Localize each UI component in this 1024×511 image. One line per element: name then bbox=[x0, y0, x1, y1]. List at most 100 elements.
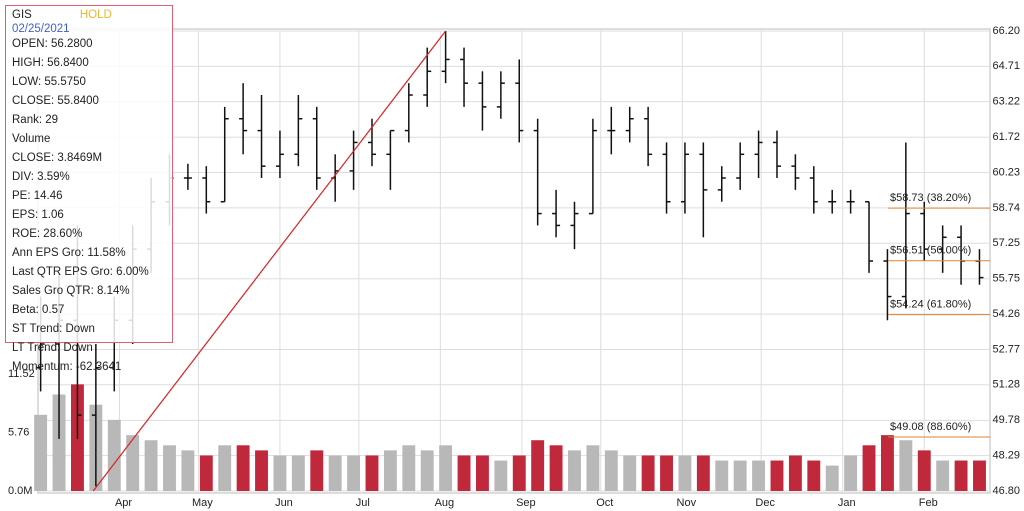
volume-bar bbox=[954, 460, 968, 491]
volume-bar bbox=[107, 419, 121, 491]
y-tick-label: 60.23 bbox=[992, 166, 1020, 178]
volume-bar bbox=[899, 440, 913, 491]
volume-bar bbox=[531, 440, 545, 491]
panel-line: Rank: 29 bbox=[12, 114, 59, 126]
y-tick-label: 52.77 bbox=[992, 343, 1020, 355]
volume-bar bbox=[623, 455, 637, 491]
volume-bar bbox=[236, 445, 250, 491]
volume-bar bbox=[273, 455, 287, 491]
volume-bar bbox=[880, 435, 894, 491]
y-tick-label: 64.71 bbox=[992, 60, 1020, 72]
panel-line: CLOSE: 3.8469M bbox=[12, 152, 103, 164]
panel-line: HIGH: 56.8400 bbox=[12, 57, 89, 69]
volume-bar bbox=[144, 440, 158, 491]
y-tick-label: 63.22 bbox=[992, 96, 1020, 108]
y-tick-label: 51.28 bbox=[992, 379, 1020, 391]
volume-bar bbox=[678, 455, 692, 491]
volume-bar bbox=[696, 455, 710, 491]
volume-bar bbox=[752, 460, 766, 491]
volume-bar bbox=[660, 455, 673, 491]
panel-line: ST Trend: Down bbox=[12, 323, 95, 335]
volume-bar bbox=[788, 455, 802, 491]
volume-bar bbox=[52, 394, 66, 491]
volume-bar bbox=[825, 465, 839, 491]
y-tick-label: 46.80 bbox=[992, 485, 1020, 497]
volume-tick-label: 5.76 bbox=[8, 426, 29, 438]
symbol: GIS bbox=[12, 9, 32, 21]
volume-bar bbox=[936, 460, 950, 491]
panel-line: Last QTR EPS Gro: 6.00% bbox=[12, 266, 149, 278]
panel-line: OPEN: 56.2800 bbox=[12, 38, 93, 50]
panel-line: Ann EPS Gro: 11.58% bbox=[12, 247, 126, 259]
volume-bar bbox=[347, 455, 361, 491]
x-tick-label: Jan bbox=[838, 497, 856, 509]
panel-line: Beta: 0.57 bbox=[12, 304, 65, 316]
y-tick-label: 58.74 bbox=[992, 202, 1020, 214]
fib-label: $56.51 (50.00%) bbox=[890, 245, 971, 257]
volume-bar bbox=[291, 455, 305, 491]
volume-bar bbox=[439, 445, 453, 491]
y-tick-label: 61.72 bbox=[992, 131, 1020, 143]
panel-line: Sales Gro QTR: 8.14% bbox=[12, 285, 130, 297]
volume-bar bbox=[457, 455, 471, 491]
volume-tick-label: 0.0M bbox=[8, 485, 32, 497]
volume-bar bbox=[402, 445, 416, 491]
volume-bar bbox=[973, 460, 986, 491]
volume-bar bbox=[770, 460, 784, 491]
y-tick-label: 66.20 bbox=[992, 25, 1020, 37]
y-tick-label: 55.75 bbox=[992, 273, 1020, 285]
fib-label: $58.73 (38.20%) bbox=[890, 192, 971, 204]
x-tick-label: Apr bbox=[115, 497, 132, 509]
y-tick-label: 48.29 bbox=[992, 450, 1020, 462]
volume-bar bbox=[641, 455, 655, 491]
volume-bar bbox=[604, 450, 618, 491]
volume-bar bbox=[862, 445, 876, 491]
panel-line: EPS: 1.06 bbox=[12, 209, 64, 221]
volume-bar bbox=[383, 450, 397, 491]
fib-label: $49.08 (88.60%) bbox=[890, 421, 971, 433]
rating: HOLD bbox=[79, 9, 112, 21]
volume-bar bbox=[715, 460, 729, 491]
y-tick-label: 49.78 bbox=[992, 414, 1020, 426]
volume-bar bbox=[199, 455, 213, 491]
x-tick-label: Dec bbox=[755, 497, 775, 509]
volume-bar bbox=[218, 445, 232, 491]
volume-bar bbox=[568, 450, 581, 491]
x-tick-label: Nov bbox=[677, 497, 697, 509]
panel-line: CLOSE: 55.8400 bbox=[12, 95, 99, 107]
x-tick-label: Jul bbox=[356, 497, 370, 509]
panel-line: LT Trend: Down bbox=[12, 342, 93, 354]
x-tick-label: Feb bbox=[919, 497, 938, 509]
volume-bar bbox=[475, 455, 489, 491]
plot-area bbox=[37, 28, 991, 494]
y-tick-label: 57.25 bbox=[992, 237, 1020, 249]
panel-line: PE: 14.46 bbox=[12, 190, 63, 202]
x-tick-label: Oct bbox=[596, 497, 613, 509]
volume-tick-label: 11.52 bbox=[8, 368, 35, 380]
volume-bar bbox=[365, 455, 379, 491]
volume-bar bbox=[844, 455, 858, 491]
panel-line: Momentum: -62.3641 bbox=[12, 361, 122, 373]
x-tick-label: Jun bbox=[275, 497, 293, 509]
volume-bar bbox=[512, 455, 526, 491]
volume-bar bbox=[328, 455, 342, 491]
panel-lines: OPEN: 56.2800 HIGH: 56.8400 LOW: 55.5750 CL… bbox=[12, 35, 166, 377]
y-tick-label: 54.26 bbox=[992, 308, 1020, 320]
volume-bar bbox=[34, 414, 48, 491]
volume-bar bbox=[494, 460, 508, 491]
panel-line: ROE: 28.60% bbox=[12, 228, 83, 240]
info-panel: GIS HOLD 02/25/2021 OPEN: 56.2800 HIGH: 56… bbox=[5, 5, 173, 373]
panel-line: LOW: 55.5750 bbox=[12, 76, 86, 88]
volume-bar bbox=[420, 450, 434, 491]
volume-bar bbox=[255, 450, 268, 491]
panel-head: GIS HOLD bbox=[12, 9, 166, 21]
volume-bar bbox=[733, 460, 747, 491]
x-tick-label: May bbox=[192, 497, 213, 509]
trendline bbox=[92, 30, 447, 492]
volume-bar bbox=[807, 460, 821, 491]
x-tick-label: Aug bbox=[435, 497, 455, 509]
volume-bar bbox=[126, 435, 140, 491]
volume-bar bbox=[549, 445, 563, 491]
volume-bar bbox=[917, 450, 931, 491]
volume-bar bbox=[310, 450, 324, 491]
